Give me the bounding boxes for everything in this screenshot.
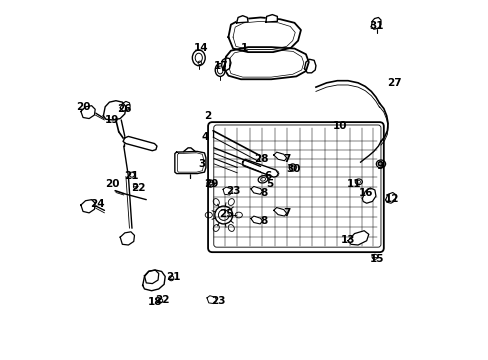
- Polygon shape: [120, 102, 130, 111]
- FancyBboxPatch shape: [207, 122, 383, 252]
- Polygon shape: [362, 188, 375, 203]
- Text: 29: 29: [204, 179, 218, 189]
- Text: 22: 22: [130, 183, 145, 193]
- Polygon shape: [81, 106, 95, 118]
- Text: 21: 21: [123, 171, 138, 181]
- Text: 9: 9: [376, 161, 383, 171]
- Text: 20: 20: [105, 179, 120, 189]
- Text: 18: 18: [148, 297, 162, 307]
- Text: 15: 15: [369, 254, 384, 264]
- Polygon shape: [123, 136, 157, 151]
- Polygon shape: [228, 18, 300, 52]
- Text: 27: 27: [386, 78, 401, 88]
- Text: 7: 7: [283, 208, 290, 218]
- Text: 30: 30: [286, 164, 301, 174]
- Polygon shape: [224, 47, 308, 79]
- Polygon shape: [265, 15, 277, 22]
- Text: 19: 19: [105, 115, 119, 125]
- Text: 20: 20: [76, 102, 90, 112]
- Text: 26: 26: [117, 104, 132, 114]
- Text: 5: 5: [265, 179, 273, 189]
- Text: 3: 3: [198, 159, 205, 169]
- Polygon shape: [370, 18, 380, 29]
- Polygon shape: [221, 58, 230, 71]
- Polygon shape: [250, 186, 262, 194]
- Polygon shape: [236, 16, 247, 23]
- Text: 14: 14: [193, 43, 208, 53]
- Polygon shape: [250, 216, 262, 224]
- Text: 13: 13: [340, 235, 355, 245]
- Text: 7: 7: [283, 154, 290, 163]
- Text: 31: 31: [368, 21, 383, 31]
- Text: 16: 16: [358, 188, 372, 198]
- Polygon shape: [304, 59, 315, 73]
- Polygon shape: [223, 187, 232, 195]
- Polygon shape: [142, 270, 165, 291]
- Text: 22: 22: [155, 295, 169, 305]
- Polygon shape: [144, 270, 159, 284]
- Polygon shape: [385, 193, 395, 203]
- Text: 8: 8: [260, 216, 267, 226]
- Text: 28: 28: [254, 154, 268, 163]
- Text: 23: 23: [225, 186, 240, 197]
- Polygon shape: [273, 152, 286, 161]
- Polygon shape: [242, 159, 278, 177]
- Text: 6: 6: [264, 171, 271, 181]
- Polygon shape: [206, 296, 216, 303]
- Polygon shape: [81, 200, 95, 213]
- Text: 25: 25: [218, 209, 233, 219]
- Text: 23: 23: [211, 296, 225, 306]
- Text: 24: 24: [90, 199, 104, 209]
- Text: 12: 12: [384, 194, 398, 203]
- Text: 17: 17: [214, 61, 228, 71]
- Text: 10: 10: [332, 121, 347, 131]
- Text: 4: 4: [201, 132, 208, 142]
- Polygon shape: [175, 152, 205, 174]
- Polygon shape: [103, 101, 125, 120]
- Text: 11: 11: [346, 179, 361, 189]
- Text: 21: 21: [165, 272, 180, 282]
- Text: 2: 2: [204, 111, 211, 121]
- Text: 8: 8: [260, 188, 267, 198]
- Polygon shape: [120, 232, 134, 245]
- Polygon shape: [347, 231, 368, 245]
- Polygon shape: [273, 207, 286, 216]
- Text: 1: 1: [241, 43, 247, 53]
